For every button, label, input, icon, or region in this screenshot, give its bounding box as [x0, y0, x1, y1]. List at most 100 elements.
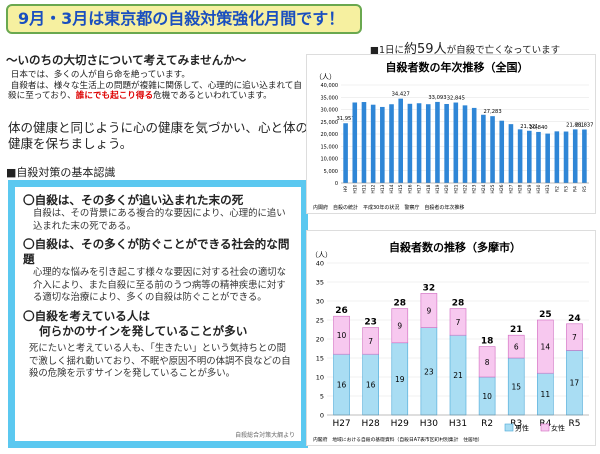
box-text-2: 心理的な悩みを引き起こす様々な要因に対する社会の適切な介入により、また自殺に至る… — [33, 267, 286, 304]
bar — [416, 103, 422, 183]
legend-swatch-female — [540, 423, 550, 432]
bar — [471, 107, 477, 183]
x-tick-label: H27 — [332, 419, 350, 429]
campaign-banner: 9月・3月は東京都の自殺対策強化月間です！ — [6, 4, 362, 34]
data-label: 20,840 — [529, 125, 547, 131]
x-tick-label: R5 — [582, 186, 588, 192]
intro-line-1: 日本では、多くの人が自ら命を絶っています。 — [10, 70, 190, 80]
y-tick-label: 10 — [316, 374, 324, 382]
data-label-total: 18 — [481, 337, 494, 347]
bar — [435, 101, 440, 183]
data-label-male: 16 — [337, 381, 347, 390]
data-label: 33,093 — [428, 95, 446, 101]
bar — [545, 133, 550, 183]
data-label-female: 14 — [541, 343, 551, 352]
x-tick-label: H26 — [499, 184, 505, 193]
note-number: 約59人 — [404, 42, 447, 57]
intro-line-2b: 危機であるといわれています。 — [153, 91, 272, 102]
x-tick-label: R2 — [481, 419, 493, 429]
data-label: 21,837 — [575, 122, 593, 128]
data-label-female: 7 — [456, 318, 461, 327]
bar-female — [507, 334, 525, 359]
bar — [481, 114, 486, 183]
bar — [453, 102, 459, 183]
x-tick-label: R3 — [564, 186, 570, 192]
chart-source: 内閣府 自殺の統計 平成30年の状況 警察庁 自殺者の年次推移 — [313, 204, 464, 211]
bar — [398, 98, 403, 183]
data-label-male: 11 — [541, 390, 551, 399]
x-tick-label: H15 — [398, 184, 404, 193]
x-tick-label: H10 — [352, 184, 358, 193]
bar — [462, 105, 468, 183]
data-label-total: 26 — [335, 306, 348, 316]
bar-female — [391, 308, 409, 344]
bar — [582, 129, 587, 183]
y-tick-label: 25,000 — [321, 120, 339, 126]
x-tick-label: R3 — [510, 419, 522, 429]
box-text-1: 自殺は、その背景にある複合的な要因により、心理的に追い込まれた末の死である。 — [33, 208, 286, 232]
x-tick-label: H27 — [508, 184, 514, 193]
data-label: 31,957 — [337, 116, 355, 122]
bar — [444, 103, 449, 183]
intro-red-text: 誰にでも起こり得る — [75, 91, 154, 102]
bar — [554, 131, 560, 183]
data-label: 34,427 — [392, 92, 410, 98]
chart-source: 内閣府 地域における自殺の基礎資料（自殺日A7表市区町村別集計 住居地） — [313, 436, 482, 443]
bar-female — [478, 346, 496, 378]
x-tick-label: H11 — [361, 184, 367, 193]
bar-female — [449, 308, 467, 336]
y-axis-unit: （人） — [315, 73, 336, 81]
bar — [563, 131, 569, 183]
y-tick-label: 35,000 — [321, 95, 339, 101]
data-label-female: 9 — [397, 322, 402, 331]
x-tick-label: H29 — [391, 419, 409, 429]
bar — [352, 102, 358, 183]
data-label: 21,881 — [566, 122, 584, 128]
box-text-3: 死にたいと考えている人も、「生きたい」という気持ちとの間で激しく揺れ動いており、… — [29, 342, 291, 380]
intro-paragraph: 日本では、多くの人が自ら命を絶っています。 自殺者は、様々な生活上の問題が複雑に… — [8, 70, 308, 102]
y-tick-label: 40,000 — [321, 83, 339, 89]
x-tick-label: H31 — [545, 184, 551, 193]
bar — [361, 102, 367, 183]
y-tick-label: 35 — [316, 279, 324, 287]
x-tick-label: H28 — [362, 419, 380, 429]
intro-health-text: 体の健康と同じように心の健康を気づかい、心と体の健康を保ちましょう。 — [8, 120, 309, 151]
box-heading-1: 〇自殺は、その多くが追い込まれた末の死 — [23, 193, 244, 207]
section-title: ■自殺対策の基本認識 — [6, 166, 116, 179]
chart-title: 自殺者数の推移（多摩市） — [389, 240, 521, 254]
data-label-total: 21 — [510, 325, 523, 335]
bar — [389, 104, 394, 183]
data-label-total: 32 — [423, 283, 436, 293]
data-label-male: 10 — [482, 392, 492, 401]
y-tick-label: 30 — [316, 298, 324, 306]
data-label-male: 23 — [424, 367, 434, 376]
data-label-female: 7 — [572, 333, 577, 342]
y-tick-label: 0 — [335, 181, 338, 187]
data-label-total: 25 — [539, 310, 552, 320]
x-tick-label: H25 — [490, 184, 496, 193]
box-heading-2: 〇自殺は、その多くが防ぐことができる社会的な問題 — [23, 237, 290, 267]
tama-chart: 自殺者数の推移（多摩市） （人） 0 5 10 15 20 25 30 35 40 16 10 26 H27… — [306, 230, 596, 446]
data-label: 32,845 — [447, 96, 465, 102]
bar — [490, 116, 495, 183]
banner-title: 9月・3月は東京都の自殺対策強化月間です！ — [18, 9, 345, 28]
y-tick-label: 10,000 — [321, 157, 339, 163]
x-tick-label: H30 — [420, 419, 438, 429]
x-tick-label: R4 — [573, 186, 579, 192]
note-pre: ■1日に — [370, 45, 405, 56]
x-tick-label: H31 — [449, 419, 467, 429]
x-tick-label: H29 — [527, 184, 533, 193]
national-chart: 自殺者数の年次推移（全国） （人） 0 5,000 10,000 15,000 20,000… — [306, 54, 596, 214]
bar — [508, 124, 514, 183]
legend-label-female: 女性 — [551, 424, 565, 433]
data-label-male: 19 — [395, 375, 405, 384]
legend-swatch-male — [504, 423, 514, 432]
box-heading-3a: 〇自殺を考えている人は — [23, 308, 150, 323]
y-tick-label: 25 — [316, 317, 324, 325]
x-tick-label: H9 — [343, 186, 349, 192]
y-tick-label: 0 — [320, 412, 324, 420]
y-axis-unit: （人） — [311, 251, 332, 259]
box-heading-3b: 何らかのサインを発していることが多い — [39, 323, 248, 338]
tama-chart-svg: 自殺者数の推移（多摩市） （人） 0 5 10 15 20 25 30 35 40 16 10 26 H27… — [311, 240, 589, 443]
data-label-total: 28 — [394, 299, 407, 309]
